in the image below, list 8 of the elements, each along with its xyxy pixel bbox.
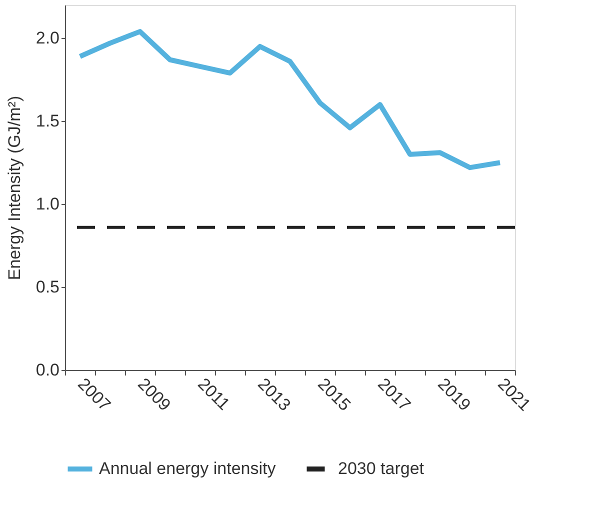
legend-label: 2030 target xyxy=(338,459,424,478)
y-axis-title: Energy Intensity (GJ/m²) xyxy=(4,96,24,280)
y-tick-label: 2.0 xyxy=(36,28,60,48)
y-tick-label: 0.0 xyxy=(36,360,60,380)
y-tick-label: 1.5 xyxy=(36,112,60,131)
y-tick-label: 1.0 xyxy=(36,194,60,214)
y-tick-label: 0.5 xyxy=(36,278,60,297)
legend-label: Annual energy intensity xyxy=(99,459,276,478)
